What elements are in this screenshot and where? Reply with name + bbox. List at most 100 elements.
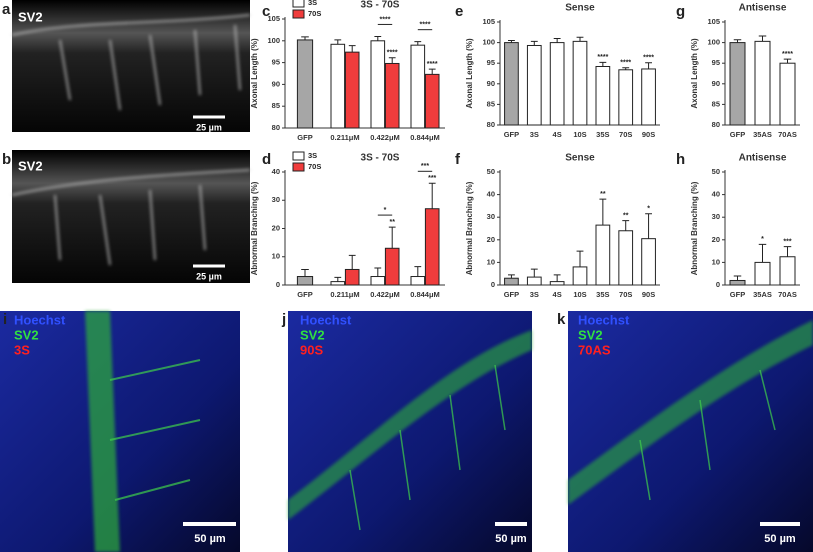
error-bar — [645, 213, 652, 239]
micrograph — [0, 311, 240, 552]
bar — [384, 62, 400, 129]
scale-label: 50 µm — [495, 533, 527, 545]
error-bar — [758, 35, 767, 42]
x-tick-label: 0.211μM — [330, 133, 359, 142]
bar — [344, 268, 360, 286]
y-tick-label: 100 — [267, 36, 280, 45]
error-bar — [508, 40, 515, 43]
image-label: Hoechst — [300, 312, 352, 327]
x-tick-label: 4S — [553, 130, 562, 139]
y-tick-label: 10 — [712, 257, 720, 266]
y-tick-label: 100 — [707, 38, 720, 47]
error-bar — [334, 276, 342, 282]
image-panel-i: i Hoechst SV2 3S 50 µm — [0, 311, 240, 552]
x-tick-label: 0.211μM — [330, 290, 359, 299]
x-tick-label: 0.844μM — [410, 133, 440, 142]
scale-label: 50 µm — [764, 533, 796, 545]
y-tick-label: 40 — [712, 190, 720, 199]
bar — [296, 39, 314, 129]
y-axis-label: Axonal Length (%) — [250, 38, 259, 109]
y-tick-label: 95 — [487, 58, 495, 67]
error-bar — [599, 198, 607, 226]
y-axis-label: Abnormal Branching (%) — [465, 181, 474, 275]
x-tick-label: 90S — [642, 130, 655, 139]
chart-title: Sense — [565, 3, 595, 14]
y-tick-label: 10 — [272, 252, 280, 261]
error-bar — [530, 268, 538, 278]
x-tick-label: GFP — [297, 290, 312, 299]
y-axis-label: Axonal Length (%) — [465, 38, 474, 109]
bar — [641, 68, 656, 126]
bar — [330, 281, 346, 286]
panel-letter: c — [262, 3, 270, 20]
y-tick-label: 0 — [276, 280, 280, 289]
bar — [729, 279, 746, 286]
error-bar — [428, 182, 436, 209]
y-tick-label: 90 — [487, 79, 495, 88]
error-bar — [530, 40, 538, 46]
image-label: SV2 — [18, 158, 43, 173]
scale-label: 25 µm — [196, 271, 222, 281]
bar — [618, 69, 634, 126]
image-panel-j: j Hoechst SV2 90S 50 µm — [281, 311, 532, 552]
x-tick-label: GFP — [730, 290, 745, 299]
micrograph — [12, 0, 250, 132]
y-tick-label: 30 — [487, 212, 495, 221]
x-tick-label: 35AS — [753, 290, 772, 299]
image-label: 3S — [14, 342, 30, 357]
chart-title: 3S - 70S — [361, 153, 400, 164]
significance: *** — [783, 238, 791, 245]
y-axis-label: Abnormal Branching (%) — [250, 181, 259, 275]
bar — [729, 42, 746, 126]
error-bar — [553, 274, 561, 282]
x-tick-label: 0.422μM — [370, 290, 400, 299]
y-tick-label: 80 — [712, 120, 720, 129]
panel-letter: f — [455, 151, 461, 168]
error-bar — [348, 254, 356, 270]
bar — [344, 51, 360, 129]
x-tick-label: 70S — [619, 290, 632, 299]
error-bar — [733, 275, 742, 281]
y-tick-label: 20 — [712, 235, 720, 244]
panel-letter: a — [2, 1, 11, 18]
error-bar — [348, 45, 356, 53]
bar — [526, 44, 542, 126]
x-tick-label: 70AS — [778, 290, 797, 299]
legend-label: 70S — [308, 162, 321, 171]
bar — [370, 40, 386, 129]
x-tick-label: GFP — [730, 130, 745, 139]
y-tick-label: 95 — [712, 58, 720, 67]
bar — [779, 256, 796, 286]
error-bar — [576, 36, 584, 42]
y-tick-label: 0 — [491, 280, 495, 289]
error-bar — [553, 37, 561, 43]
error-bar — [388, 226, 396, 249]
significance: ** — [623, 212, 629, 219]
y-tick-label: 30 — [272, 195, 280, 204]
image-label: 70AS — [578, 342, 611, 357]
x-tick-label: 90S — [642, 290, 655, 299]
error-bar — [783, 58, 792, 64]
significance: **** — [643, 55, 654, 62]
bar — [572, 266, 588, 286]
x-tick-label: 10S — [573, 130, 586, 139]
legend-label: 3S — [308, 0, 317, 7]
x-tick-label: 10S — [573, 290, 586, 299]
legend-swatch — [292, 0, 305, 8]
x-tick-label: 35AS — [753, 130, 772, 139]
y-tick-label: 85 — [712, 99, 720, 108]
bar — [595, 224, 611, 286]
significance: **** — [620, 60, 631, 67]
image-label: Hoechst — [578, 312, 630, 327]
x-tick-label: 35S — [596, 130, 609, 139]
significance: **** — [427, 61, 438, 68]
x-tick-label: 35S — [596, 290, 609, 299]
chart-title: Antisense — [739, 153, 787, 164]
x-tick-label: 70S — [619, 130, 632, 139]
y-tick-label: 50 — [712, 167, 720, 176]
scale-label: 50 µm — [194, 533, 226, 545]
error-bar — [622, 67, 630, 70]
panel-letter: d — [262, 151, 271, 168]
significance: **** — [597, 54, 608, 61]
